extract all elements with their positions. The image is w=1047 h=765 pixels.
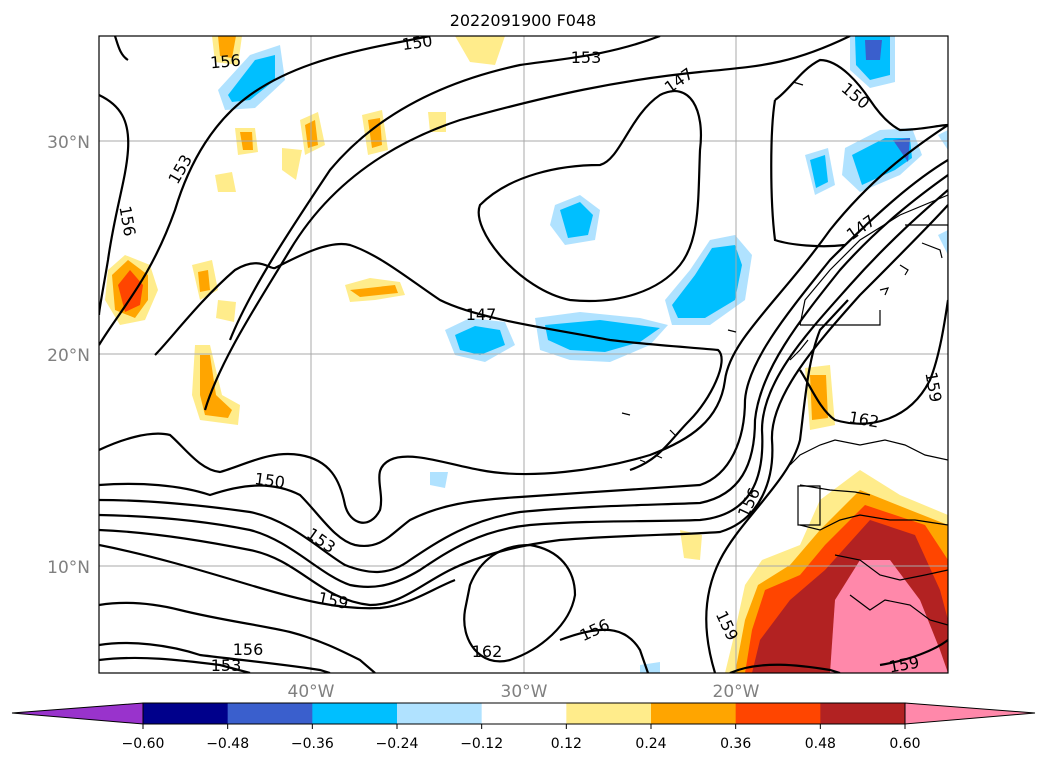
contour-label: 156 xyxy=(209,51,241,73)
lon-label: 30°W xyxy=(501,682,548,702)
contour-label: 153 xyxy=(303,524,339,557)
lat-label: 30°N xyxy=(47,133,90,153)
colorbar-segment xyxy=(143,703,229,724)
gridlines xyxy=(99,36,948,673)
colorbar-tick-label: −0.36 xyxy=(291,736,334,752)
contour-label: 147 xyxy=(843,211,879,244)
lon-label: 20°W xyxy=(713,682,760,702)
contour-label: 159 xyxy=(887,653,920,677)
contour-label: 153 xyxy=(571,48,602,67)
contour-lines xyxy=(99,36,948,673)
coastline xyxy=(621,81,948,626)
contour-label: 156 xyxy=(577,615,613,645)
colorbar-segment xyxy=(566,703,652,724)
map-area: 150 153 147 156 150 153 156 147 147 162 … xyxy=(99,31,948,677)
colorbar-tick-label: −0.60 xyxy=(122,736,165,752)
colorbar-tick-label: 0.36 xyxy=(720,736,751,752)
contour-label: 147 xyxy=(466,305,497,324)
contour-label: 162 xyxy=(472,642,503,661)
contour-label: 159 xyxy=(316,588,350,613)
colorbar-segment xyxy=(312,703,398,724)
colorbar-tick-label: −0.12 xyxy=(460,736,503,752)
colorbar-segment xyxy=(227,703,313,724)
contour-label: 156 xyxy=(233,640,264,659)
contour-label: 153 xyxy=(211,656,242,675)
colorbar-segment xyxy=(397,703,483,724)
colorbar-extend-high xyxy=(905,703,1035,724)
colorbar-extend-low xyxy=(12,703,143,724)
colorbar-tick-label: 0.12 xyxy=(551,736,582,752)
map-frame xyxy=(98,35,949,674)
contour-label: 150 xyxy=(253,469,286,492)
colorbar-segment xyxy=(820,703,906,724)
contour-label: 159 xyxy=(921,370,945,403)
lat-label: 10°N xyxy=(47,558,90,578)
colorbar-tick-label: −0.48 xyxy=(206,736,249,752)
colorbar-tick-label: 0.48 xyxy=(805,736,836,752)
contour-label: 156 xyxy=(115,204,139,237)
lat-label: 20°N xyxy=(47,346,90,366)
colorbar-tick-label: 0.60 xyxy=(889,736,920,752)
contour-label: 162 xyxy=(847,408,880,432)
lon-label: 40°W xyxy=(288,682,335,702)
colorbar-tick-label: 0.24 xyxy=(635,736,666,752)
contour-labels: 150 153 147 156 150 153 156 147 147 162 … xyxy=(115,31,945,677)
colorbar: −0.60 −0.48 −0.36 −0.24 −0.12 0.12 0.24 0.36 0.4… xyxy=(11,702,1036,752)
colorbar-tick-label: −0.24 xyxy=(376,736,419,752)
chart-title: 2022091900 F048 xyxy=(450,11,597,30)
colorbar-segment xyxy=(481,703,567,724)
contour-label: 150 xyxy=(401,31,434,54)
colorbar-segment xyxy=(651,703,737,724)
colorbar-segment xyxy=(735,703,821,724)
